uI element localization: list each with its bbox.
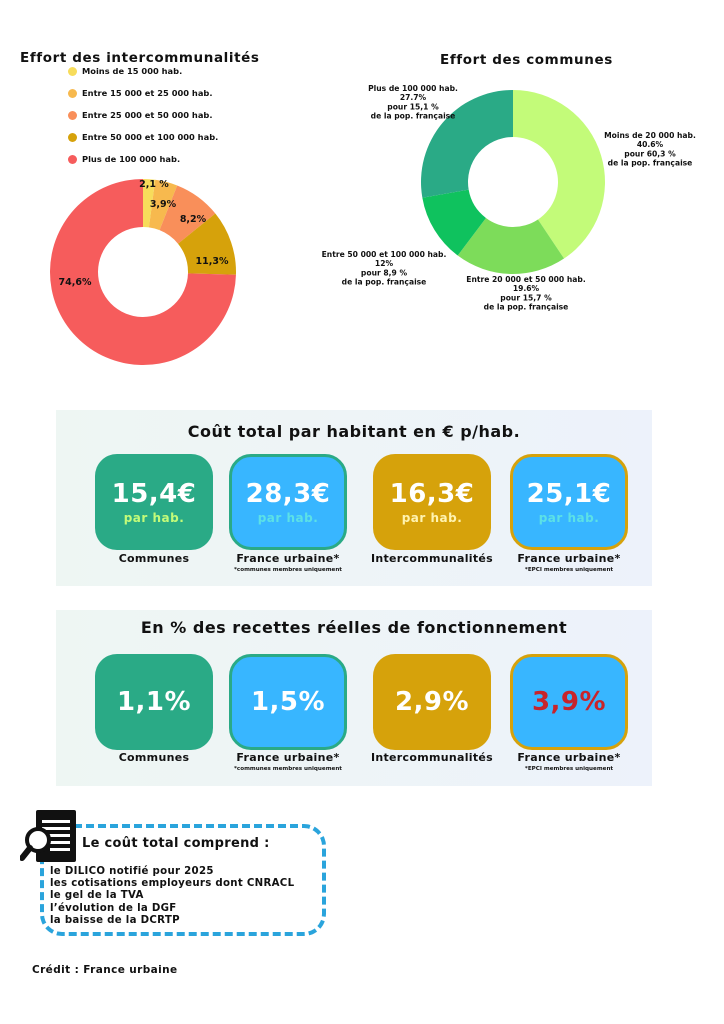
- document-search-icon: [20, 810, 76, 862]
- legend-item: Moins de 15 000 hab.: [68, 66, 182, 76]
- legend-item: Entre 50 000 et 100 000 hab.: [68, 132, 218, 142]
- credit-text: Crédit : France urbaine: [32, 964, 178, 976]
- card-unit: par hab.: [123, 511, 185, 525]
- data-label: 3,9%: [150, 199, 177, 210]
- data-label: Moins de 20 000 hab. 40.6% pour 60,3 % de l…: [604, 131, 696, 168]
- list-item: l’évolution de la DGF: [50, 902, 177, 914]
- pct-card-intercommunalites: 2,9%: [373, 654, 491, 750]
- legend-item: Entre 25 000 et 50 000 hab.: [68, 110, 213, 120]
- card-caption: France urbaine*: [517, 552, 621, 565]
- card-caption: France urbaine*: [236, 552, 340, 565]
- card-caption: Communes: [118, 751, 190, 764]
- card-unit: par hab.: [401, 511, 463, 525]
- card-footnote: *communes membres uniquement: [233, 766, 342, 772]
- donut-slice: [159, 185, 216, 244]
- cost-includes-list: le DILICO notifié pour 2025 les cotisati…: [50, 866, 294, 927]
- data-label: 74,6%: [59, 277, 92, 288]
- card-caption: France urbaine*: [517, 751, 621, 764]
- cost-includes-title: Le coût total comprend :: [82, 836, 270, 851]
- card-value: 25,1€: [526, 479, 612, 509]
- card-value: 1,5%: [250, 687, 326, 717]
- card-value: 15,4€: [111, 479, 197, 509]
- cost-card-france-urbaine-communes: 28,3€ par hab.: [229, 454, 347, 550]
- donut-slice: [422, 189, 486, 256]
- legend-swatch: [68, 88, 77, 98]
- list-item: le gel de la TVA: [50, 890, 144, 902]
- card-value: 1,1%: [116, 687, 192, 717]
- card-caption: Communes: [118, 552, 190, 565]
- card-value: 28,3€: [245, 479, 331, 509]
- data-label: Plus de 100 000 hab. 27.7% pour 15,1 % de l…: [368, 84, 458, 121]
- pct-card-france-urbaine-communes: 1,5%: [229, 654, 347, 750]
- card-value: 2,9%: [394, 687, 470, 717]
- donut-slice: [148, 179, 178, 231]
- card-unit: par hab.: [257, 511, 319, 525]
- donut-slice: [421, 90, 513, 198]
- card-caption: France urbaine*: [236, 751, 340, 764]
- donut-chart-communes: Moins de 20 000 hab. 40.6% pour 60,3 % de l…: [322, 84, 696, 312]
- card-value: 16,3€: [389, 479, 475, 509]
- list-item: les cotisations employeurs dont CNRACL: [50, 878, 295, 890]
- pct-card-france-urbaine-epci: 3,9%: [510, 654, 628, 750]
- legend-swatch: [68, 66, 77, 76]
- pct-card-communes: 1,1%: [95, 654, 213, 750]
- donut-slice: [49, 179, 236, 365]
- donut-chart-intercommunalites: 2,1 % 3,9%8,2% 11,3% 74,6%: [49, 179, 236, 365]
- cost-includes-box: [40, 824, 326, 936]
- list-item: le DILICO notifié pour 2025: [50, 866, 214, 877]
- legend-item: Entre 15 000 et 25 000 hab.: [68, 88, 213, 98]
- legend-swatch: [68, 110, 77, 120]
- chart-title-communes: Effort des communes: [440, 52, 613, 68]
- donut-slice: [178, 213, 236, 275]
- cost-card-communes: 15,4€ par hab.: [95, 454, 213, 550]
- data-label: 11,3%: [196, 256, 229, 267]
- card-caption: Intercommunalités: [370, 751, 494, 764]
- donut-slice: [143, 179, 156, 228]
- data-label: 2,1 %: [139, 179, 169, 190]
- legend-swatch: [68, 132, 77, 142]
- legend-swatch: [68, 154, 77, 164]
- data-label: Entre 50 000 et 100 000 hab. 12% pour 8,9 …: [322, 250, 447, 287]
- card-footnote: *EPCI membres uniquement: [524, 567, 614, 573]
- panel-title: En % des recettes réelles de fonctionnem…: [140, 618, 568, 637]
- card-value: 3,9%: [531, 687, 607, 717]
- donut-slice: [513, 90, 605, 259]
- data-label: 8,2%: [180, 214, 207, 225]
- card-footnote: *communes membres uniquement: [233, 567, 342, 573]
- chart-title-intercommunalites: Effort des intercommunalités: [20, 50, 260, 66]
- card-footnote: *EPCI membres uniquement: [524, 766, 614, 772]
- donut-slice: [457, 217, 565, 274]
- card-unit: par hab.: [538, 511, 600, 525]
- cost-card-intercommunalites: 16,3€ par hab.: [373, 454, 491, 550]
- list-item: la baisse de la DCRTP: [50, 914, 180, 926]
- legend-item: Plus de 100 000 hab.: [68, 154, 180, 164]
- panel-title: Coût total par habitant en € p/hab.: [187, 422, 521, 441]
- cost-card-france-urbaine-epci: 25,1€ par hab.: [510, 454, 628, 550]
- data-label: Entre 20 000 et 50 000 hab. 19.6% pour 15,…: [466, 275, 586, 312]
- card-caption: Intercommunalités: [370, 552, 494, 565]
